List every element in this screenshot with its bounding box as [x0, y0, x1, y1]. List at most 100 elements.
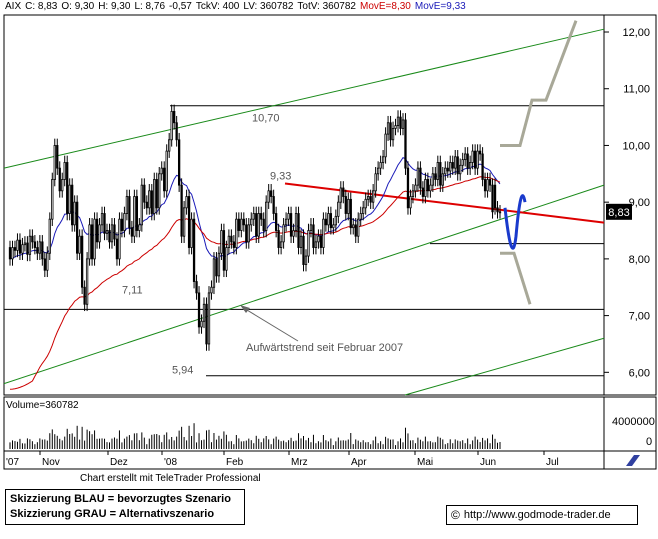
candle-body [83, 286, 86, 305]
candle-body [51, 179, 54, 220]
price-badge-label: 8,83 [608, 207, 629, 219]
candle-body [409, 196, 412, 209]
x-tick-label: Jul [546, 457, 559, 468]
scenario-legend: Skizzierung BLAU = bevorzugtes Szenario … [5, 489, 245, 525]
change-value: -0,57 [169, 1, 192, 12]
candle-body [337, 201, 340, 217]
candle-body [8, 247, 12, 260]
candle-body [38, 241, 41, 254]
candle-body [265, 201, 268, 231]
candle-body [80, 235, 84, 288]
volume-axis [603, 396, 657, 452]
candle-body [232, 241, 236, 248]
candle-body [444, 167, 447, 175]
candle-body [431, 173, 434, 186]
candle-body [115, 238, 119, 260]
scroll-corner[interactable] [603, 450, 657, 470]
x-tick-label: '07 [6, 457, 19, 468]
candle-body [215, 258, 218, 277]
candle-body [237, 218, 240, 231]
candle-body [105, 230, 109, 234]
candle-body [46, 252, 49, 271]
pen-icon[interactable] [626, 455, 640, 466]
x-tick-label: Jun [480, 457, 496, 468]
website-url: http://www.godmode-trader.de [463, 509, 611, 521]
candle-body [284, 218, 288, 226]
candle-body [488, 179, 492, 186]
candle-body [441, 173, 444, 186]
candle-body [498, 211, 502, 214]
candle-body [36, 247, 39, 254]
candle-body [140, 184, 143, 226]
x-tick-label: '08 [164, 457, 177, 468]
candle-body [329, 213, 333, 229]
y-tick-label: 10,00 [622, 140, 650, 152]
candle-body [41, 241, 44, 260]
price-panel [3, 14, 605, 396]
candle-body [128, 196, 131, 229]
candle-body [187, 196, 191, 248]
candle-body [220, 230, 223, 254]
candle-body [274, 213, 278, 231]
total-volume: TotV: 360782 [297, 1, 356, 12]
annotation-arrow [241, 306, 299, 342]
annotation-high: 10,70 [252, 113, 280, 125]
candle-body [478, 150, 482, 155]
candle-body [386, 122, 390, 135]
candle-body [170, 111, 173, 141]
candle-body [217, 252, 221, 277]
candle-body [364, 198, 367, 209]
candle-body [399, 116, 402, 129]
x-tick-label: Mrz [291, 457, 308, 468]
candle-body [481, 153, 484, 180]
candle-body [61, 179, 64, 192]
note-gray: Skizzierung GRAU = Alternativszenario [10, 508, 215, 520]
candle-body [16, 239, 19, 251]
candle-body [76, 201, 79, 254]
candle-body [133, 196, 136, 237]
candle-body [464, 153, 467, 161]
candle-body [459, 164, 462, 175]
candle-body [158, 173, 161, 209]
candle-body [359, 213, 362, 220]
website-box[interactable]: © http://www.godmode-trader.de [446, 505, 638, 525]
candle-body [71, 184, 74, 226]
candle-body [309, 224, 313, 231]
candle-body [180, 184, 183, 237]
candle-body [424, 179, 427, 197]
open-value: O: 9,30 [61, 1, 95, 12]
chart-credit: Chart erstellt mit TeleTrader Profession… [80, 473, 261, 484]
candle-body [287, 213, 290, 220]
candle-body [439, 162, 442, 186]
volume-axis-zero: 0 [646, 436, 652, 448]
candle-body [347, 198, 350, 214]
candle-body [43, 258, 46, 271]
candle-body [332, 224, 335, 229]
candle-body [334, 215, 337, 226]
candle-body [449, 162, 452, 172]
candle-body [205, 303, 208, 345]
candle-body [270, 190, 273, 197]
candle-body [153, 179, 156, 214]
candle-body [165, 150, 168, 192]
high-value: H: 9,30 [98, 1, 131, 12]
scenario-blue [503, 194, 527, 250]
y-tick-label: 7,00 [629, 311, 650, 323]
candle-body [26, 242, 29, 255]
candle-body [123, 213, 126, 231]
candle-body [362, 207, 365, 214]
candle-body [401, 119, 405, 129]
scenario-layer [500, 20, 578, 305]
candle-body [202, 303, 206, 322]
candle-body [68, 184, 71, 214]
candle-body [88, 224, 91, 260]
candle-body [11, 247, 14, 260]
candle-body [394, 125, 397, 129]
candle-body [272, 196, 275, 214]
candle-body [100, 213, 104, 226]
candle-body [222, 230, 226, 271]
volume-axis-max: 4000000 [612, 416, 655, 428]
candle-body [255, 213, 258, 237]
y-tick-label: 12,00 [622, 27, 650, 39]
candle-body [200, 320, 203, 328]
